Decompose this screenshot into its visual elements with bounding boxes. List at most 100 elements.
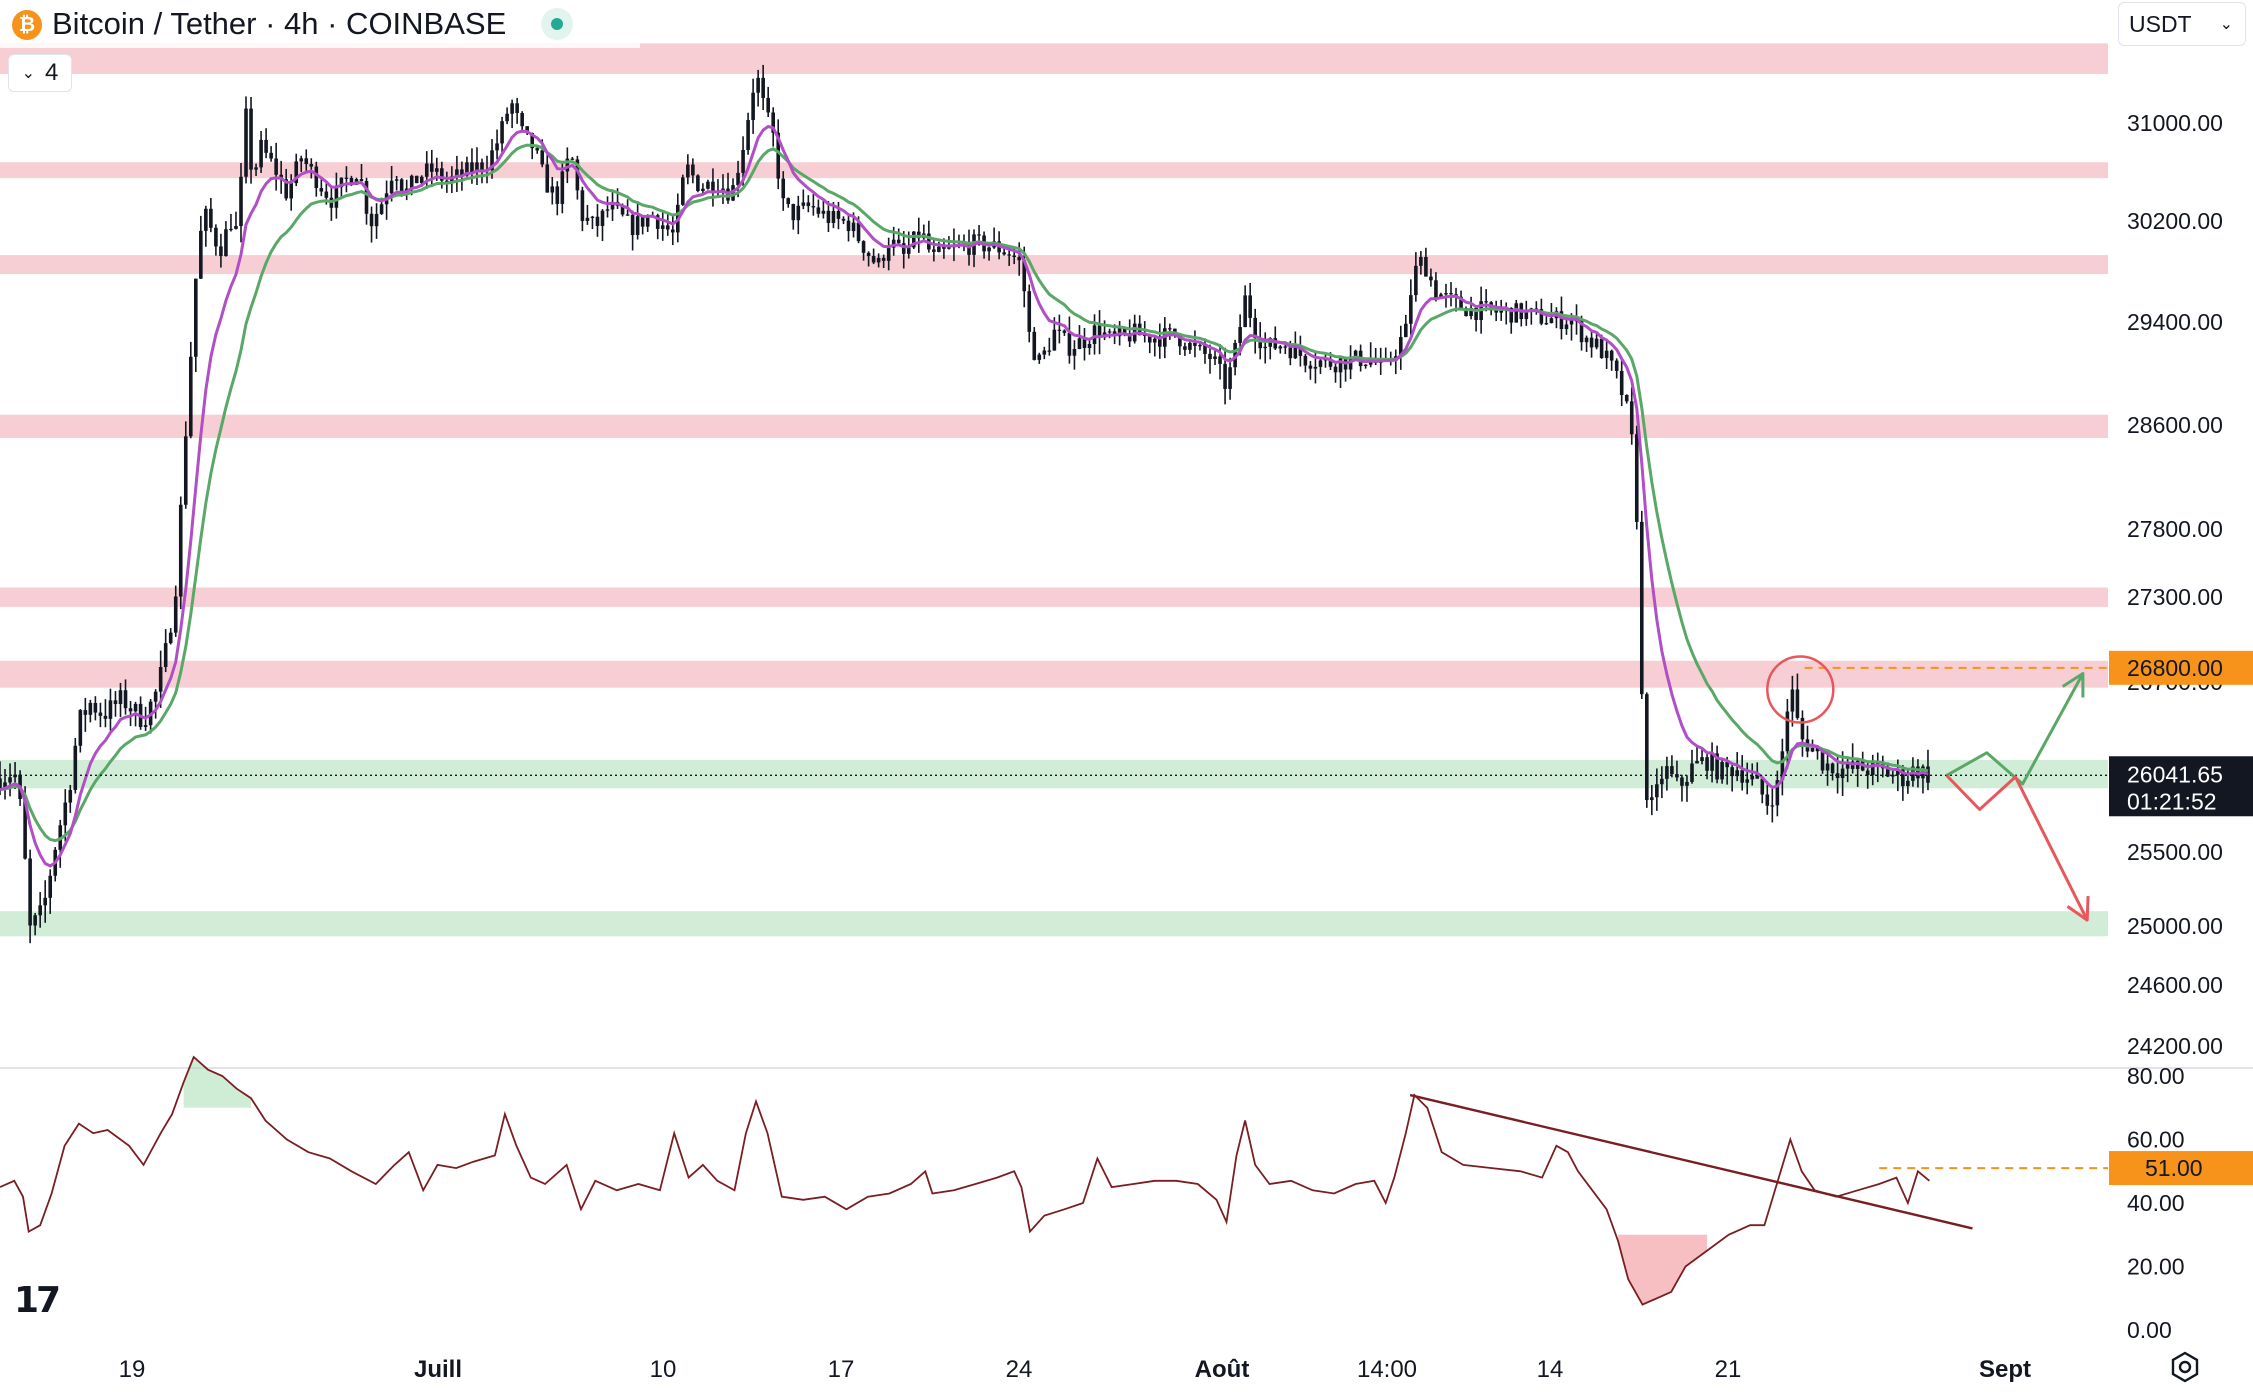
- candle-body: [696, 175, 700, 191]
- candle-body: [1449, 293, 1453, 295]
- price-tick-label: 24600.00: [2127, 972, 2223, 998]
- rsi-pane: [0, 1055, 2253, 1306]
- candle-body: [1404, 323, 1408, 338]
- candle-body: [73, 745, 78, 790]
- candle-body: [1183, 346, 1187, 350]
- candle-body: [841, 218, 846, 221]
- candle-body: [199, 230, 203, 279]
- candle-body: [1288, 347, 1293, 359]
- candle-body: [429, 163, 434, 172]
- candle-body: [1429, 276, 1433, 281]
- candle-body: [630, 214, 635, 236]
- candle-body: [1223, 363, 1227, 389]
- candle-body: [741, 149, 745, 173]
- candle-body: [916, 231, 921, 239]
- candle-body: [264, 139, 268, 153]
- time-tick-label: 14:00: [1357, 1356, 1417, 1383]
- candle-body: [1619, 370, 1624, 395]
- time-tick-label: 24: [1006, 1356, 1033, 1383]
- candle-body: [1680, 777, 1684, 786]
- candle-body: [0, 778, 2, 790]
- candle-body: [299, 158, 304, 162]
- candle-body: [48, 875, 53, 898]
- candle-body: [625, 214, 630, 216]
- candle-body: [1690, 763, 1694, 782]
- candle-body: [786, 198, 791, 205]
- candle-body: [1283, 346, 1288, 348]
- candle-body: [1484, 301, 1488, 303]
- price-tick-label: 30200.00: [2127, 208, 2223, 234]
- candle-body: [108, 700, 113, 719]
- candle-body: [937, 246, 941, 252]
- candle-body: [183, 436, 188, 505]
- candle-body: [505, 113, 509, 122]
- candle-body: [490, 150, 494, 171]
- resistance-zone: [0, 587, 2108, 607]
- candle-body: [645, 216, 650, 227]
- candle-body: [942, 246, 946, 249]
- candle-body: [1775, 780, 1780, 806]
- price-tick-label: 31000.00: [2127, 110, 2223, 136]
- candle-body: [761, 77, 765, 98]
- candle-body: [525, 126, 529, 133]
- candle-body: [886, 247, 891, 261]
- candle-body: [846, 220, 851, 232]
- candle-body: [389, 180, 394, 194]
- candle-body: [1027, 291, 1032, 332]
- candle-body: [249, 108, 253, 170]
- indicators-toggle-button[interactable]: ⌄ 4: [8, 54, 72, 92]
- candle-body: [1584, 337, 1589, 343]
- price-tick-label: 28600.00: [2127, 412, 2223, 438]
- candle-body: [660, 225, 665, 229]
- symbol-title[interactable]: Bitcoin / Tether · 4h · COINBASE: [52, 6, 507, 41]
- candle-body: [1082, 338, 1087, 348]
- candle-body: [590, 216, 595, 218]
- resistance-zone: [0, 660, 2108, 688]
- candle-body: [394, 179, 399, 181]
- candle-body: [1569, 320, 1574, 325]
- candle-body: [1639, 521, 1644, 695]
- currency-selector[interactable]: USDT ⌄: [2118, 2, 2246, 46]
- candle-body: [1047, 350, 1052, 352]
- candle-body: [550, 186, 555, 193]
- candle-body: [1338, 358, 1343, 373]
- candle-body: [1835, 773, 1840, 779]
- market-open-status-icon[interactable]: [541, 8, 573, 40]
- candle-body: [1780, 751, 1785, 781]
- candle-body: [1263, 346, 1268, 349]
- candle-body: [1424, 256, 1428, 277]
- price-tick-label: 24200.00: [2127, 1033, 2223, 1059]
- candle-body: [1810, 747, 1815, 752]
- candle-body: [38, 905, 42, 916]
- candle-body: [289, 183, 294, 199]
- candle-body: [1459, 296, 1463, 309]
- candle-body: [736, 172, 740, 186]
- candle-body: [1790, 689, 1795, 712]
- candle-body: [1318, 360, 1323, 367]
- candle-body: [1755, 775, 1760, 779]
- candle-body: [204, 208, 208, 231]
- candle-body: [1333, 366, 1338, 373]
- candle-body: [881, 257, 886, 261]
- candle-body: [1308, 365, 1313, 369]
- candle-body: [254, 167, 258, 170]
- candle-body: [158, 667, 163, 692]
- rsi-tick-label: 60.00: [2127, 1127, 2185, 1153]
- candle-body: [1524, 310, 1529, 320]
- candle-body: [284, 179, 288, 199]
- candle-body: [1589, 337, 1594, 348]
- axes-layer: 31000.00 30200.00 29400.00 28600.00 27800.00…: [119, 110, 2253, 1383]
- settings-gear-icon[interactable]: [2168, 1350, 2202, 1384]
- candle-body: [399, 179, 404, 193]
- candle-body: [163, 643, 168, 668]
- candle-body: [1906, 780, 1910, 787]
- candle-body: [1660, 778, 1664, 785]
- candle-body: [8, 777, 12, 783]
- candle-body: [796, 205, 801, 221]
- candle-body: [545, 164, 550, 193]
- rsi-line: [0, 1055, 1930, 1306]
- chart-header: ₿ Bitcoin / Tether · 4h · COINBASE: [0, 0, 640, 48]
- candle-body: [1549, 318, 1554, 324]
- rsi-value-badge: [2109, 1151, 2253, 1186]
